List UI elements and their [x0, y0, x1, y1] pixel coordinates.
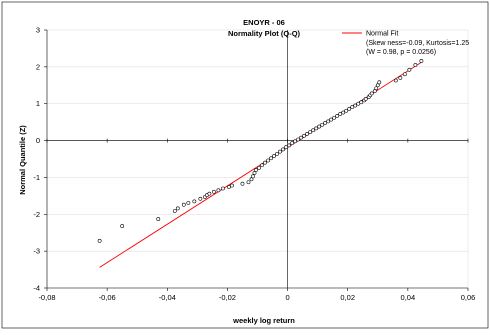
data-point	[338, 112, 343, 116]
x-tick-label: 0	[285, 293, 289, 302]
data-point	[240, 181, 245, 186]
data-point	[311, 128, 316, 133]
y-tick-label: 1	[36, 99, 40, 108]
data-point	[347, 106, 352, 111]
data-point	[120, 224, 125, 228]
x-tick-label: 0,04	[401, 293, 416, 302]
data-point	[329, 117, 334, 122]
data-point	[207, 191, 212, 196]
data-point	[398, 76, 403, 80]
data-point	[377, 80, 382, 85]
data-point	[263, 160, 267, 165]
data-point	[230, 183, 234, 188]
gridlines	[47, 29, 469, 289]
data-point	[372, 89, 377, 94]
data-point	[287, 143, 291, 148]
data-point	[359, 100, 364, 105]
data-point	[278, 149, 282, 154]
chart-frame	[1, 1, 489, 329]
data-point	[407, 67, 412, 72]
data-point	[192, 199, 197, 204]
y-tick-label: -2	[33, 210, 40, 219]
data-points	[97, 59, 424, 243]
chart-title: ENOYR - 06	[243, 18, 285, 27]
data-point	[186, 200, 191, 205]
x-axis-title: weekly log return	[232, 316, 295, 325]
data-point	[353, 103, 358, 108]
data-point	[216, 188, 221, 193]
data-point	[350, 105, 355, 109]
data-point	[211, 189, 216, 194]
axes: -4 -3 -2 -1 0 1 2 3 -0,08 -0,06 -0,04 -0,02 0 0,02 0,0…	[33, 26, 475, 303]
data-point	[320, 122, 325, 127]
data-point	[302, 133, 307, 138]
data-point	[308, 130, 313, 134]
data-point	[269, 156, 273, 161]
x-tick-label: 0,02	[340, 293, 355, 302]
data-point	[299, 135, 304, 140]
x-tick-label: -0,02	[219, 293, 236, 302]
data-point	[341, 110, 346, 115]
data-point	[251, 174, 255, 179]
data-point	[375, 83, 380, 88]
data-point	[290, 141, 294, 146]
y-tick-label: 2	[36, 62, 40, 71]
data-point	[296, 137, 300, 142]
data-point	[335, 113, 340, 118]
data-point	[249, 177, 254, 182]
data-point	[252, 171, 257, 175]
x-tick-label: -0,04	[159, 293, 176, 302]
y-tick-label: -1	[33, 173, 40, 182]
data-point	[272, 154, 276, 158]
data-point	[260, 163, 264, 168]
data-point	[97, 238, 102, 243]
data-point	[254, 168, 258, 172]
y-tick-label: 3	[36, 26, 40, 35]
legend-label: Normal Fit	[366, 31, 398, 38]
data-point	[156, 217, 161, 221]
data-point	[305, 132, 310, 136]
data-point	[332, 115, 337, 120]
data-point	[175, 206, 180, 211]
data-point	[246, 180, 251, 185]
data-point	[281, 147, 285, 152]
x-tick-label: -0,08	[38, 293, 55, 302]
data-point	[344, 108, 349, 113]
data-point	[369, 91, 374, 96]
y-axis-title: Normal Quantile (Z)	[18, 125, 27, 195]
data-point	[172, 209, 177, 213]
data-point	[221, 186, 225, 191]
data-point	[227, 185, 231, 189]
data-point	[284, 145, 288, 150]
data-point	[356, 101, 361, 106]
data-point	[257, 165, 261, 170]
legend: Normal Fit (Skew ness=-0.09, Kurtosis=1.…	[342, 31, 469, 56]
y-tick-label: -3	[33, 247, 40, 256]
data-point	[293, 139, 297, 144]
data-point	[363, 97, 368, 101]
data-point	[317, 124, 322, 129]
x-tick-label: 0,06	[461, 293, 476, 302]
legend-stats-line1: (Skew ness=-0.09, Kurtosis=1.25	[366, 40, 469, 47]
data-point	[275, 151, 279, 156]
data-point	[314, 126, 319, 131]
data-point	[326, 119, 331, 124]
legend-stats-line2: (W = 0.98, p = 0.0256)	[366, 49, 436, 56]
y-tick-label: 0	[36, 136, 40, 145]
data-point	[419, 59, 424, 63]
data-point	[413, 63, 418, 67]
x-tick-label: -0,06	[99, 293, 116, 302]
data-point	[181, 202, 186, 207]
data-point	[402, 72, 407, 77]
y-tick-label: -4	[33, 284, 40, 293]
data-point	[266, 158, 270, 163]
data-point	[323, 120, 328, 125]
data-point	[374, 86, 379, 91]
chart-subtitle: Normality Plot (Q-Q)	[228, 29, 301, 38]
data-point	[393, 78, 398, 83]
data-point	[198, 196, 203, 201]
